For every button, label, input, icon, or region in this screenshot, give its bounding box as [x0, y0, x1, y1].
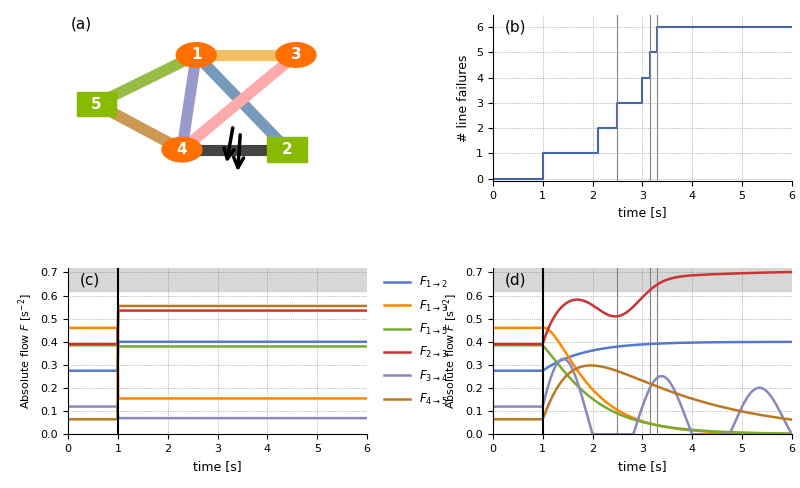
- $F_{2\to 3}$: [114, 307, 123, 313]
- Text: (b): (b): [505, 20, 526, 35]
- $F_{2\to 3}$: [362, 307, 372, 313]
- Bar: [68, 268, 367, 291]
- Bar: [493, 268, 792, 291]
- Y-axis label: Absolute flow $F$ [s$^{-2}$]: Absolute flow $F$ [s$^{-2}$]: [17, 293, 35, 409]
- FancyBboxPatch shape: [77, 92, 117, 116]
- $F_{3\to 4}$: [114, 415, 123, 421]
- $F_{1\to 3}$: [114, 396, 123, 402]
- Text: (d): (d): [505, 273, 526, 288]
- $F_{4\to 5}$: [280, 303, 290, 309]
- $F_{1\to 3}$: [182, 396, 192, 402]
- $F_{1\to 2}$: [182, 339, 192, 345]
- X-axis label: time [s]: time [s]: [618, 460, 666, 472]
- $F_{1\to 3}$: [99, 325, 109, 331]
- Circle shape: [162, 137, 202, 162]
- Line: $F_{1\to 2}$: $F_{1\to 2}$: [68, 342, 367, 371]
- $F_{2\to 3}$: [63, 341, 73, 347]
- $F_{2\to 3}$: [182, 307, 192, 313]
- $F_{2\to 3}$: [252, 307, 262, 313]
- $F_{1\to 5}$: [252, 344, 262, 349]
- $F_{3\to 4}$: [252, 415, 262, 421]
- $F_{3\to 4}$: [99, 404, 109, 409]
- Line: $F_{4\to 5}$: $F_{4\to 5}$: [68, 306, 367, 419]
- Line: $F_{1\to 3}$: $F_{1\to 3}$: [68, 328, 367, 399]
- $F_{1\to 2}$: [63, 368, 73, 374]
- $F_{4\to 5}$: [182, 303, 192, 309]
- $F_{4\to 5}$: [99, 416, 109, 422]
- $F_{2\to 3}$: [162, 307, 171, 313]
- Text: (c): (c): [80, 273, 100, 288]
- $F_{4\to 5}$: [63, 416, 73, 422]
- $F_{1\to 5}$: [162, 344, 171, 349]
- Text: 2: 2: [282, 142, 293, 157]
- Y-axis label: # line failures: # line failures: [458, 54, 470, 142]
- $F_{1\to 3}$: [280, 396, 290, 402]
- $F_{4\to 5}$: [282, 303, 291, 309]
- Text: (a): (a): [71, 16, 92, 31]
- $F_{1\to 5}$: [63, 343, 73, 348]
- Text: 3: 3: [290, 47, 302, 62]
- $F_{3\to 4}$: [362, 415, 372, 421]
- $F_{3\to 4}$: [280, 415, 290, 421]
- $F_{1\to 2}$: [280, 339, 290, 345]
- $F_{2\to 3}$: [282, 307, 291, 313]
- $F_{1\to 2}$: [99, 368, 109, 374]
- Y-axis label: Absolute flow $F$ [s$^{-2}$]: Absolute flow $F$ [s$^{-2}$]: [442, 293, 460, 409]
- $F_{1\to 3}$: [252, 396, 262, 402]
- $F_{1\to 5}$: [99, 343, 109, 348]
- $F_{1\to 5}$: [282, 344, 291, 349]
- $F_{1\to 5}$: [114, 344, 123, 349]
- Legend: $F_{1\to 2}$, $F_{1\to 3}$, $F_{1\to 5}$, $F_{2\to 3}$, $F_{3\to 4}$, $F_{4\to 5: $F_{1\to 2}$, $F_{1\to 3}$, $F_{1\to 5}$…: [379, 270, 453, 412]
- FancyBboxPatch shape: [267, 137, 307, 162]
- X-axis label: time [s]: time [s]: [618, 206, 666, 220]
- $F_{3\to 4}$: [182, 415, 192, 421]
- $F_{3\to 4}$: [162, 415, 171, 421]
- Text: 1: 1: [191, 47, 202, 62]
- $F_{1\to 5}$: [362, 344, 372, 349]
- $F_{1\to 2}$: [252, 339, 262, 345]
- $F_{4\to 5}$: [114, 303, 123, 309]
- $F_{4\to 5}$: [252, 303, 262, 309]
- Text: 5: 5: [91, 97, 102, 112]
- Circle shape: [276, 42, 316, 67]
- $F_{1\to 3}$: [282, 396, 291, 402]
- Line: $F_{3\to 4}$: $F_{3\to 4}$: [68, 407, 367, 418]
- Line: $F_{2\to 3}$: $F_{2\to 3}$: [68, 310, 367, 344]
- $F_{1\to 5}$: [280, 344, 290, 349]
- $F_{2\to 3}$: [99, 341, 109, 347]
- $F_{3\to 4}$: [63, 404, 73, 409]
- X-axis label: time [s]: time [s]: [194, 460, 242, 472]
- $F_{1\to 2}$: [162, 339, 171, 345]
- Text: 4: 4: [177, 142, 187, 157]
- $F_{1\to 3}$: [362, 396, 372, 402]
- $F_{1\to 5}$: [182, 344, 192, 349]
- $F_{3\to 4}$: [282, 415, 291, 421]
- $F_{1\to 3}$: [63, 325, 73, 331]
- $F_{2\to 3}$: [280, 307, 290, 313]
- Circle shape: [176, 42, 216, 67]
- $F_{1\to 3}$: [162, 396, 171, 402]
- $F_{1\to 2}$: [362, 339, 372, 345]
- $F_{4\to 5}$: [162, 303, 171, 309]
- $F_{1\to 2}$: [114, 339, 123, 345]
- $F_{1\to 2}$: [282, 339, 291, 345]
- $F_{4\to 5}$: [362, 303, 372, 309]
